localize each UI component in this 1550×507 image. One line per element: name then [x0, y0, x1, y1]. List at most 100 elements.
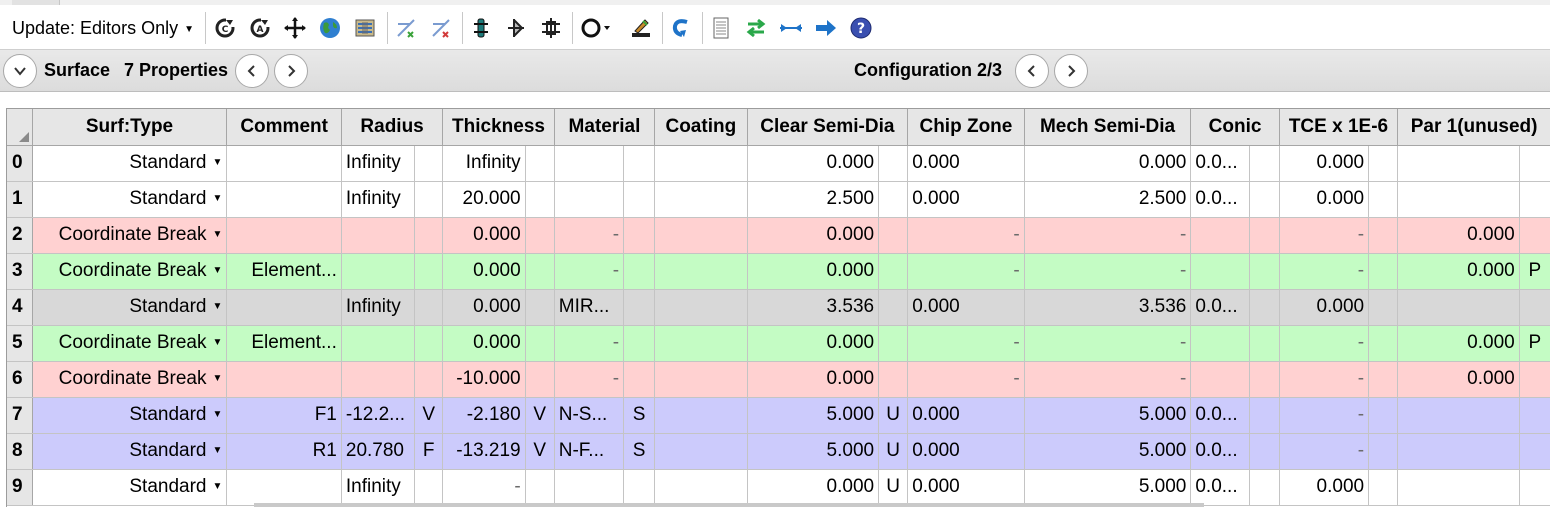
refresh-all-icon[interactable]: A: [246, 14, 274, 42]
thickness-cell[interactable]: 0.000: [442, 253, 526, 290]
wavefront-map-icon[interactable]: [351, 14, 379, 42]
mech-semi-dia-cell[interactable]: 3.536: [1024, 289, 1192, 326]
table-row[interactable]: 9 Standard ▼ Infinity -0.000 U 0.000 5.000 0.0..…: [7, 469, 1550, 506]
chip-zone-cell[interactable]: -: [907, 361, 1025, 398]
comment-cell[interactable]: [226, 469, 342, 506]
par1-cell[interactable]: 0.000: [1397, 325, 1520, 362]
remove-variables-icon[interactable]: [427, 14, 455, 42]
material-cell[interactable]: -: [554, 253, 625, 290]
clear-semi-dia-cell[interactable]: 0.000: [747, 325, 880, 362]
chip-zone-cell[interactable]: 0.000: [907, 397, 1025, 434]
par1-solve-cell[interactable]: [1519, 145, 1550, 182]
tce-cell[interactable]: -: [1279, 325, 1370, 362]
conic-cell[interactable]: 0.0...: [1190, 397, 1250, 434]
chip-zone-cell[interactable]: -: [907, 253, 1025, 290]
chip-zone-cell[interactable]: 0.000: [907, 181, 1025, 218]
row-number[interactable]: 6: [7, 361, 33, 398]
tce-cell[interactable]: 0.000: [1279, 469, 1370, 506]
conic-solve-cell[interactable]: [1249, 253, 1280, 290]
radius-cell[interactable]: -12.2...: [341, 397, 416, 434]
surface-type-cell[interactable]: Coordinate Break ▼: [32, 325, 228, 362]
surface-type-cell[interactable]: Coordinate Break ▼: [32, 361, 228, 398]
table-row[interactable]: 6 Coordinate Break ▼ -10.000-0.000- - -0.000: [7, 361, 1550, 398]
par1-cell[interactable]: 0.000: [1397, 217, 1520, 254]
material-solve-cell[interactable]: S: [623, 397, 656, 434]
chip-zone-cell[interactable]: -: [907, 325, 1025, 362]
par1-solve-cell[interactable]: [1519, 289, 1550, 326]
column-header[interactable]: Mech Semi-Dia: [1024, 109, 1192, 146]
radius-cell[interactable]: [341, 361, 416, 398]
comment-cell[interactable]: [226, 361, 342, 398]
thickness-solve-cell[interactable]: V: [525, 433, 555, 470]
radius-solve-cell[interactable]: [414, 253, 444, 290]
conic-cell[interactable]: 0.0...: [1190, 469, 1250, 506]
caret-down-icon[interactable]: ▼: [212, 373, 223, 384]
radius-solve-cell[interactable]: F: [414, 433, 444, 470]
par1-cell[interactable]: 0.000: [1397, 361, 1520, 398]
material-solve-cell[interactable]: [623, 253, 656, 290]
row-number[interactable]: 5: [7, 325, 33, 362]
radius-solve-cell[interactable]: [414, 217, 444, 254]
insert-icon[interactable]: [777, 14, 805, 42]
make-solves-variable-icon[interactable]: [392, 14, 420, 42]
material-solve-cell[interactable]: [623, 145, 656, 182]
surface-type-cell[interactable]: Standard ▼: [32, 469, 228, 506]
caret-down-icon[interactable]: ▼: [212, 301, 223, 312]
clear-semi-dia-solve-cell[interactable]: U: [878, 433, 909, 470]
merit-function-icon[interactable]: [502, 14, 530, 42]
conic-solve-cell[interactable]: [1249, 217, 1280, 254]
thickness-cell[interactable]: Infinity: [442, 145, 526, 182]
conic-cell[interactable]: [1190, 325, 1250, 362]
row-number[interactable]: 4: [7, 289, 33, 326]
conic-solve-cell[interactable]: [1249, 433, 1280, 470]
clear-semi-dia-cell[interactable]: 5.000: [747, 433, 880, 470]
conic-solve-cell[interactable]: [1249, 289, 1280, 326]
table-row[interactable]: 2 Coordinate Break ▼ 0.000-0.000- - -0.000: [7, 217, 1550, 254]
caret-down-icon[interactable]: ▼: [212, 229, 223, 240]
par1-solve-cell[interactable]: [1519, 361, 1550, 398]
thickness-solve-cell[interactable]: [525, 289, 555, 326]
swap-icon[interactable]: [742, 14, 770, 42]
comment-cell[interactable]: Element...: [226, 325, 342, 362]
conic-solve-cell[interactable]: [1249, 361, 1280, 398]
tce-solve-cell[interactable]: [1368, 325, 1399, 362]
update-mode-dropdown[interactable]: Update: Editors Only ▼: [12, 14, 194, 42]
par1-solve-cell[interactable]: P: [1519, 325, 1550, 362]
table-row[interactable]: 7 Standard ▼ F1 -12.2... V -2.180 V N-S... S 5.000…: [7, 397, 1550, 434]
tce-solve-cell[interactable]: [1368, 145, 1399, 182]
tce-cell[interactable]: -: [1279, 397, 1370, 434]
caret-down-icon[interactable]: ▼: [212, 445, 223, 456]
caret-down-icon[interactable]: ▼: [212, 409, 223, 420]
thickness-cell[interactable]: -13.219: [442, 433, 526, 470]
radius-cell[interactable]: Infinity: [341, 145, 416, 182]
par1-solve-cell[interactable]: [1519, 181, 1550, 218]
previous-configuration-button[interactable]: [1015, 54, 1049, 88]
radius-cell[interactable]: Infinity: [341, 181, 416, 218]
conic-cell[interactable]: [1190, 361, 1250, 398]
par1-cell[interactable]: [1397, 433, 1520, 470]
thickness-cell[interactable]: 20.000: [442, 181, 526, 218]
coating-cell[interactable]: [654, 469, 748, 506]
tce-solve-cell[interactable]: [1368, 361, 1399, 398]
surface-type-cell[interactable]: Standard ▼: [32, 289, 228, 326]
mech-semi-dia-cell[interactable]: 5.000: [1024, 469, 1192, 506]
mech-semi-dia-cell[interactable]: 5.000: [1024, 397, 1192, 434]
par1-solve-cell[interactable]: [1519, 397, 1550, 434]
mech-semi-dia-cell[interactable]: -: [1024, 217, 1192, 254]
par1-solve-cell[interactable]: P: [1519, 253, 1550, 290]
tce-cell[interactable]: -: [1279, 253, 1370, 290]
radius-solve-cell[interactable]: V: [414, 397, 444, 434]
column-header[interactable]: Thickness: [442, 109, 555, 146]
refresh-icon[interactable]: C: [211, 14, 239, 42]
clear-semi-dia-solve-cell[interactable]: U: [878, 469, 909, 506]
material-solve-cell[interactable]: [623, 217, 656, 254]
caret-down-icon[interactable]: ▼: [212, 193, 223, 204]
tolerance-icon[interactable]: [537, 14, 565, 42]
material-cell[interactable]: [554, 181, 625, 218]
comment-cell[interactable]: [226, 145, 342, 182]
thickness-solve-cell[interactable]: [525, 361, 555, 398]
clear-semi-dia-solve-cell[interactable]: [878, 145, 909, 182]
row-number[interactable]: 2: [7, 217, 33, 254]
mech-semi-dia-cell[interactable]: 0.000: [1024, 145, 1192, 182]
edit-icon[interactable]: [627, 14, 655, 42]
